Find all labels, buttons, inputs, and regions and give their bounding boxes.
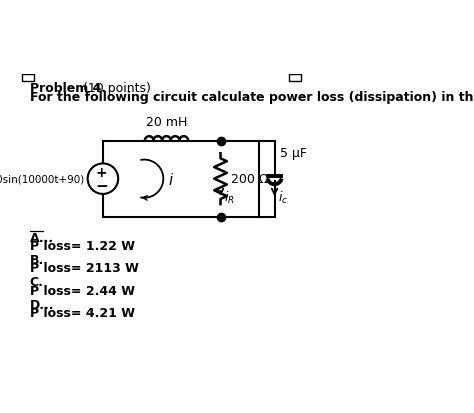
FancyBboxPatch shape [22, 75, 34, 82]
Circle shape [88, 164, 118, 195]
Text: $i_R$: $i_R$ [224, 189, 235, 205]
Text: 200sin(10000t+90): 200sin(10000t+90) [0, 174, 84, 184]
Text: A...: A... [30, 231, 54, 244]
Text: 20 mH: 20 mH [146, 116, 187, 128]
Text: Problem 4.: Problem 4. [30, 82, 106, 95]
Text: D...: D... [30, 298, 55, 311]
Text: 200 Ω: 200 Ω [231, 173, 268, 186]
Text: P loss= 2.44 W: P loss= 2.44 W [30, 284, 135, 297]
Text: −: − [95, 179, 108, 194]
Text: (10 points): (10 points) [67, 82, 151, 95]
Text: P loss= 4.21 W: P loss= 4.21 W [30, 306, 135, 319]
Text: +: + [96, 166, 108, 180]
Text: For the following circuit calculate power loss (dissipation) in the circuit.: For the following circuit calculate powe… [30, 90, 474, 103]
FancyBboxPatch shape [289, 75, 301, 82]
Text: P loss= 2113 W: P loss= 2113 W [30, 262, 139, 275]
Text: B.: B. [30, 254, 44, 266]
Text: P loss= 1.22 W: P loss= 1.22 W [30, 240, 135, 252]
Text: $i_c$: $i_c$ [278, 189, 288, 205]
Text: 5 μF: 5 μF [280, 146, 307, 159]
Bar [103, 141, 259, 217]
Text: $i$: $i$ [168, 171, 174, 187]
Text: C.: C. [30, 275, 44, 289]
